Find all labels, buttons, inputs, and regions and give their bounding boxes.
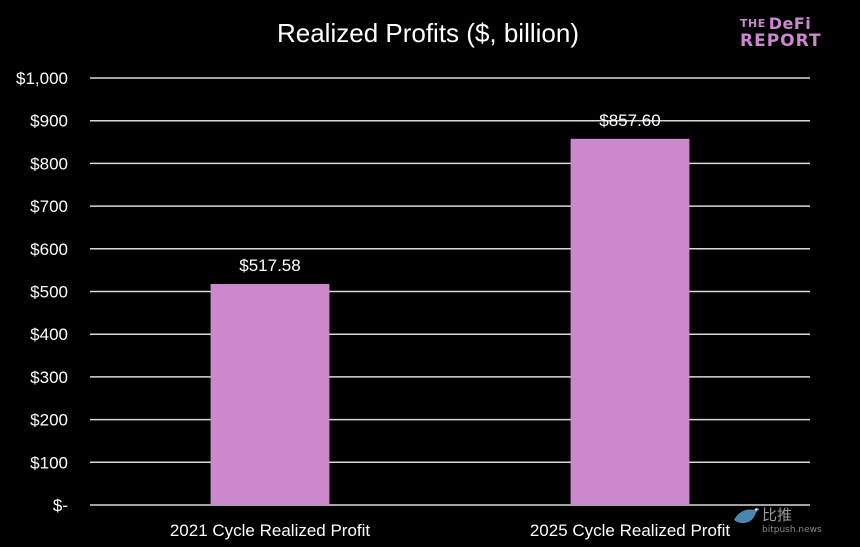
x-tick-label: 2025 Cycle Realized Profit (530, 521, 731, 540)
data-label: $857.60 (599, 111, 660, 130)
watermark-url: bitpush.news (762, 525, 822, 535)
y-tick-label: $900 (30, 112, 68, 131)
y-axis-tick-labels: $- $100 $200 $300 $400 $500 $600 $700 $800 $900 $1… (16, 69, 68, 515)
bar (570, 138, 690, 505)
y-tick-label: $700 (30, 197, 68, 216)
chart-title: Realized Profits ($, billion) (277, 18, 579, 48)
x-tick-label: 2021 Cycle Realized Profit (170, 521, 371, 540)
y-tick-label: $300 (30, 368, 68, 387)
bird-icon (734, 507, 759, 524)
y-tick-label: $- (53, 496, 68, 515)
the-defi-report-logo: THE DeFi REPORT (740, 14, 822, 51)
data-label: $517.58 (239, 256, 300, 275)
x-axis-tick-labels: 2021 Cycle Realized Profit 2025 Cycle Rea… (170, 521, 731, 540)
gridlines (90, 77, 810, 506)
y-tick-label: $800 (30, 154, 68, 173)
y-tick-label: $1,000 (16, 69, 68, 88)
y-tick-label: $500 (30, 283, 68, 302)
y-tick-label: $400 (30, 325, 68, 344)
bitpush-watermark: 比推 bitpush.news (732, 500, 854, 544)
y-tick-label: $100 (30, 453, 68, 472)
y-tick-label: $200 (30, 411, 68, 430)
bar (210, 283, 330, 505)
watermark-name: 比推 (762, 506, 793, 524)
y-tick-label: $600 (30, 240, 68, 259)
data-labels: $517.58 $857.60 (239, 111, 660, 275)
bars (210, 138, 690, 505)
